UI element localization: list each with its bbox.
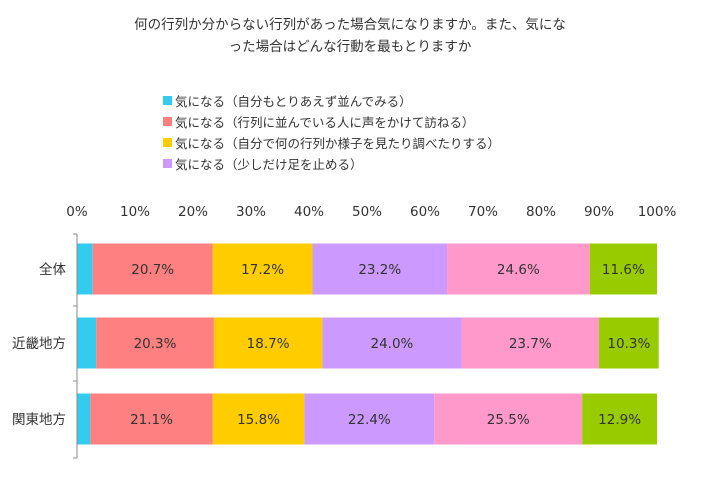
data-label-2-1: 21.1%	[130, 412, 173, 428]
x-tick-label-7: 70%	[468, 204, 498, 220]
category-label-2: 関東地方	[12, 412, 66, 428]
category-label-0: 全体	[39, 261, 66, 278]
data-label-2-5: 12.9%	[598, 412, 641, 428]
legend-item-2: 気になる（自分で何の行列か様子を見たり調べたりする）	[163, 132, 500, 153]
data-label-1-4: 23.7%	[509, 336, 552, 352]
legend-item-3: 気になる（少しだけ足を止める）	[163, 153, 500, 174]
bar-segment-0-5	[589, 243, 657, 295]
data-label-1-5: 10.3%	[607, 336, 650, 352]
bar-segment-2-5	[582, 393, 657, 445]
data-label-2-3: 22.4%	[348, 412, 391, 428]
data-label-0-3: 23.2%	[358, 262, 401, 278]
legend-label-3: 気になる（少しだけ足を止める）	[175, 157, 363, 172]
x-tick-label-6: 60%	[410, 204, 440, 220]
x-tick-label-2: 20%	[178, 204, 208, 220]
chart-title-line-1: 何の行列か分からない行列があった場合気になりますか。また、気にな	[134, 17, 566, 33]
x-tick-label-5: 50%	[352, 204, 382, 220]
data-label-0-5: 11.6%	[602, 262, 645, 278]
x-tick-label-0: 0%	[66, 204, 88, 220]
bar-segment-0-3	[312, 243, 448, 295]
legend-item-0: 気になる（自分もとりあえず並んでみる）	[163, 90, 500, 111]
data-label-2-4: 25.5%	[487, 412, 530, 428]
legend-swatch-0	[163, 96, 172, 105]
bar-segment-0-4	[447, 243, 590, 295]
data-label-2-2: 15.8%	[237, 412, 280, 428]
bar-segment-2-1	[90, 393, 213, 445]
bar-segment-2-2	[212, 393, 305, 445]
bar-segment-1-5	[599, 317, 659, 369]
x-tick-label-9: 90%	[584, 204, 614, 220]
bar-segment-0-1	[92, 243, 213, 295]
x-tick-label-4: 40%	[294, 204, 324, 220]
category-label-1: 近畿地方	[12, 336, 66, 352]
legend-label-2: 気になる（自分で何の行列か様子を見たり調べたりする）	[175, 136, 501, 151]
x-tick-label-3: 30%	[236, 204, 266, 220]
bar-segment-2-0	[77, 393, 91, 445]
chart-title: 何の行列か分からない行列があった場合気になりますか。また、気にな った場合はどん…	[100, 14, 600, 58]
legend-swatch-3	[163, 159, 172, 168]
x-tick-label-10: 100%	[638, 204, 677, 220]
bar-segment-1-4	[461, 317, 599, 369]
x-tick-label-8: 80%	[526, 204, 556, 220]
legend-label-0: 気になる（自分もとりあえず並んでみる）	[175, 94, 412, 109]
legend-swatch-1	[163, 117, 172, 126]
data-label-1-1: 20.3%	[134, 336, 177, 352]
bar-segment-1-1	[96, 317, 214, 369]
bar-segment-1-0	[77, 317, 97, 369]
chart-legend: 気になる（自分もとりあえず並んでみる） 気になる（行列に並んでいる人に声をかけて訪…	[163, 90, 500, 174]
x-tick-label-1: 10%	[120, 204, 150, 220]
data-label-0-2: 17.2%	[241, 262, 284, 278]
bar-segment-2-4	[434, 393, 583, 445]
bar-segment-2-3	[304, 393, 435, 445]
data-label-1-3: 24.0%	[370, 336, 413, 352]
bar-segment-1-3	[322, 317, 462, 369]
legend-label-1: 気になる（行列に並んでいる人に声をかけて訪ねる）	[175, 115, 475, 130]
data-label-0-1: 20.7%	[131, 262, 174, 278]
chart-title-line-2: った場合はどんな行動を最もとりますか	[228, 39, 472, 55]
data-label-1-2: 18.7%	[247, 336, 290, 352]
data-label-0-4: 24.6%	[497, 262, 540, 278]
bar-segment-1-2	[213, 317, 323, 369]
bar-segment-0-2	[212, 243, 313, 295]
bar-segment-0-0	[77, 243, 93, 295]
legend-swatch-2	[163, 138, 172, 147]
legend-item-1: 気になる（行列に並んでいる人に声をかけて訪ねる）	[163, 111, 500, 132]
